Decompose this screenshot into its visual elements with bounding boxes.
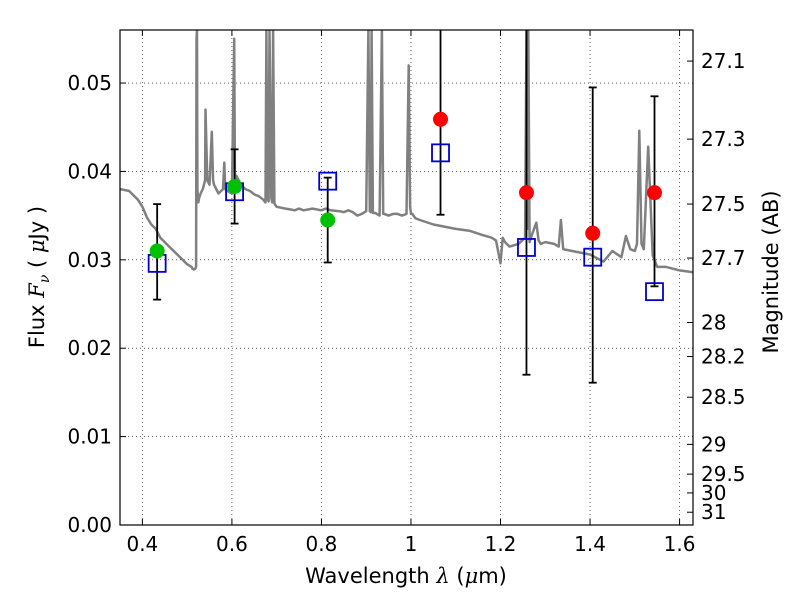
x-axis-label: Wavelength λ (μm): [305, 564, 507, 588]
model-spectrum-line: [120, 30, 693, 274]
x-tick-label: 0.6: [216, 532, 248, 556]
detected-flux-point: [227, 178, 243, 194]
y-tick-label: 0.02: [67, 336, 112, 360]
model-flux-square: [645, 282, 664, 302]
model-flux-square: [583, 247, 603, 267]
model-spectrum-layer: [120, 30, 693, 274]
right-axis-tick-label: 27.1: [701, 49, 746, 73]
right-axis-tick-label: 30: [701, 481, 726, 505]
y-tick-label: 0.03: [67, 248, 112, 272]
right-axis-tick-label: 29.5: [701, 462, 746, 486]
x-axis-label-mu: μ: [465, 564, 479, 588]
x-tick-label: 1.4: [574, 532, 606, 556]
detected-flux-point: [320, 212, 336, 228]
detected-flux-point: [149, 243, 165, 259]
x-tick-label: 0.4: [126, 532, 158, 556]
model-flux-square: [431, 143, 450, 163]
y-axis-label-mu: μ: [25, 239, 49, 253]
model-flux-square: [517, 238, 536, 257]
right-axis-tick-label: 28: [701, 310, 726, 334]
y-tick-label: 0.04: [67, 159, 112, 183]
right-axis-tick-label: 27.3: [701, 127, 746, 151]
photometry-points-layer: [147, 30, 664, 384]
y-tick-label: 0.01: [67, 425, 112, 449]
plot-background: [120, 30, 693, 525]
right-axis-tick-label: 27.7: [701, 246, 746, 270]
upper-limit-flux-point: [433, 111, 449, 127]
upper-limit-flux-point: [585, 225, 601, 241]
y-axis-label-subscript: ν: [37, 274, 53, 283]
upper-limit-flux-point: [647, 185, 663, 201]
x-axis-ticks: 0.4 0.6 0.8 1 1.2 1.4 1.6: [126, 30, 695, 556]
right-axis-tick-label: 28.2: [701, 345, 746, 369]
x-axis-label-symbol: λ: [435, 564, 449, 588]
x-tick-label: 0.8: [306, 532, 338, 556]
x-tick-label: 1.6: [664, 532, 696, 556]
y-tick-label: 0.05: [67, 71, 112, 95]
right-axis-label: Magnitude (AB): [759, 190, 783, 353]
y-tick-label: 0.00: [67, 513, 112, 537]
model-flux-square: [318, 171, 338, 191]
right-axis-tick-label: 28.5: [701, 385, 746, 409]
y-axis-label: Flux Fν ( μJy ): [25, 206, 53, 348]
y-axis-label-symbol: F: [25, 282, 49, 299]
right-axis-tick-label: 29: [701, 432, 726, 456]
plot-frame: [119, 29, 694, 526]
x-tick-label: 1: [405, 532, 418, 556]
right-axis-tick-label: 27.5: [701, 192, 746, 216]
grid-lines: [120, 30, 693, 526]
right-axis-tick-label: 31: [701, 500, 726, 524]
upper-limit-flux-point: [518, 185, 534, 201]
y-axis-ticks: 0.00 0.01 0.02 0.03 0.04 0.05: [67, 71, 126, 537]
x-tick-label: 1.2: [485, 532, 517, 556]
